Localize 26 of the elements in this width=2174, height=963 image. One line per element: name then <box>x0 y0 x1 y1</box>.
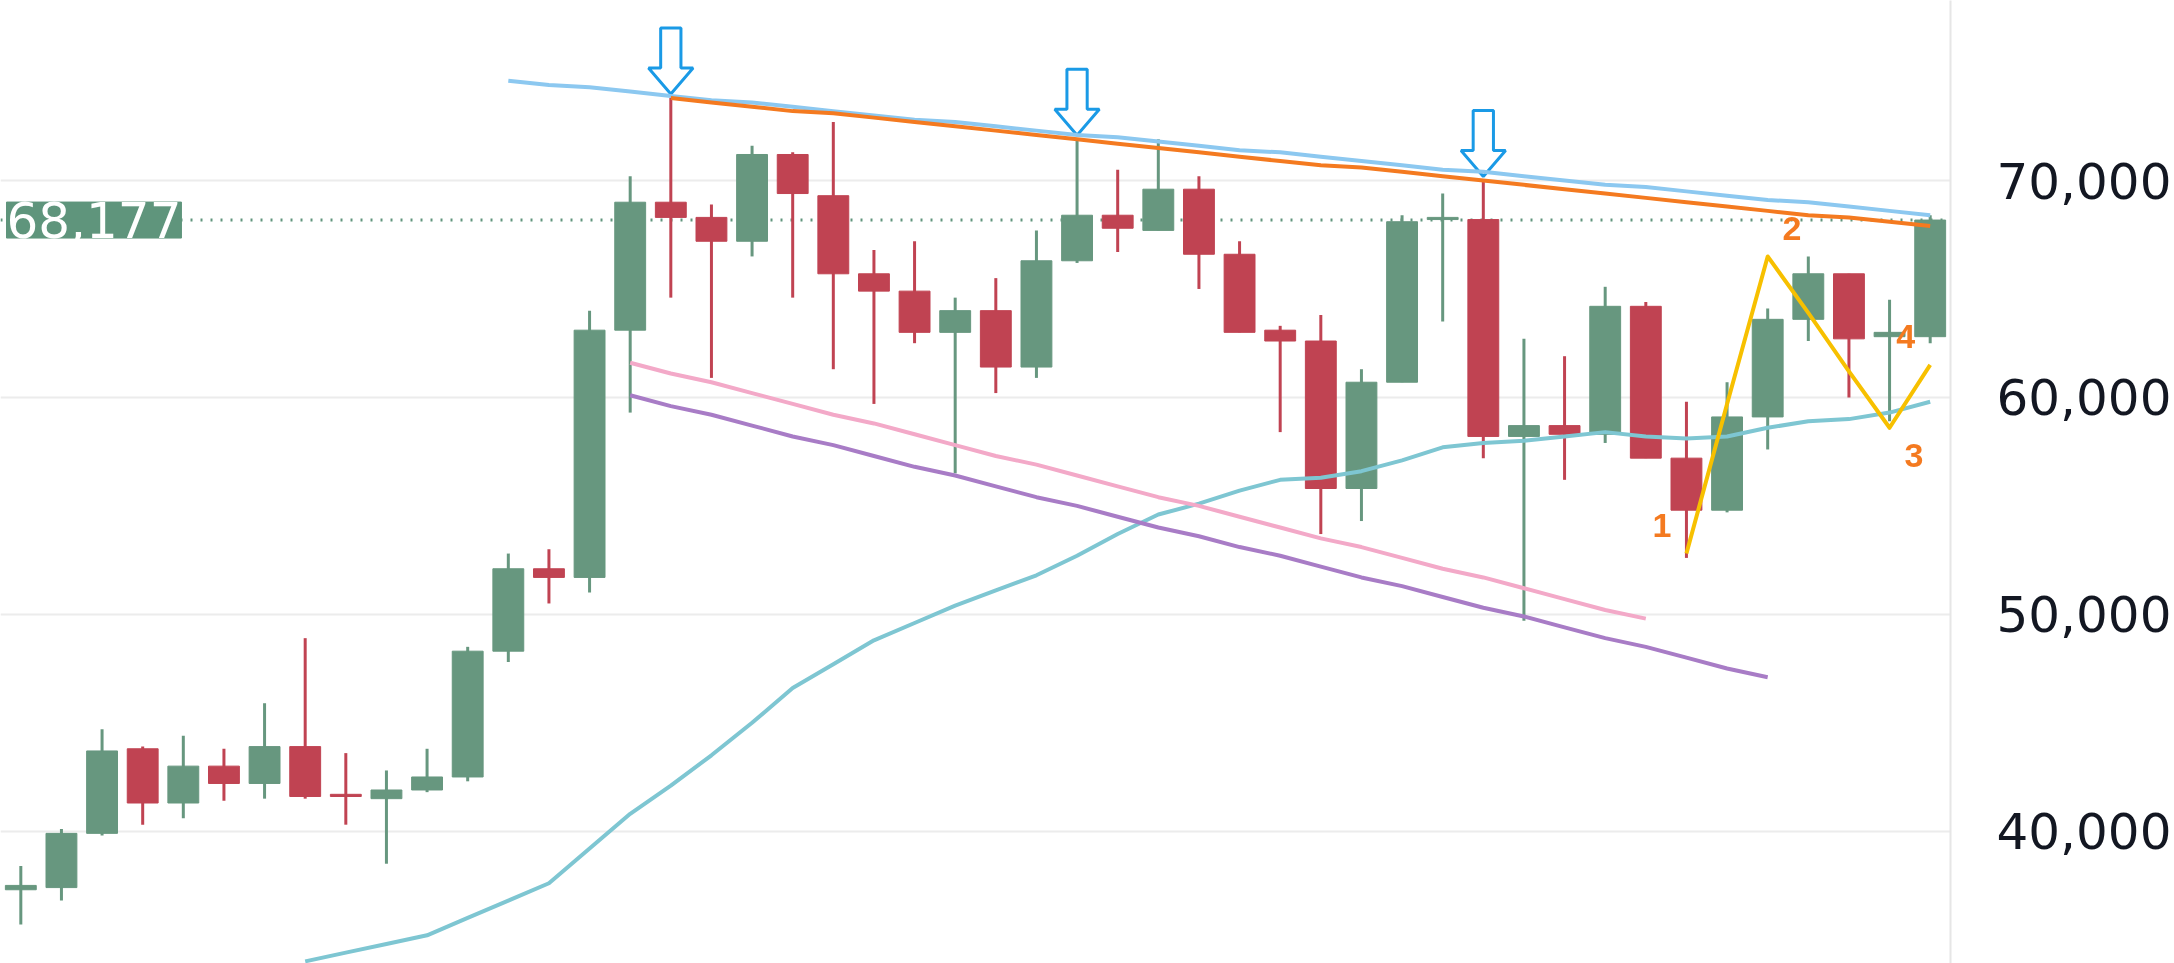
line-series <box>628 393 1770 680</box>
line-series <box>506 78 1933 218</box>
candlestick <box>4 865 37 925</box>
annotation: 2 <box>1782 208 1802 247</box>
y-tick-label: 60,000 <box>1996 369 2172 428</box>
candlestick <box>654 98 687 298</box>
candlestick <box>858 249 890 404</box>
y-tick-label: 50,000 <box>1996 586 2172 645</box>
candlestick <box>1264 324 1297 434</box>
candlestick <box>695 204 728 378</box>
y-tick-label: 40,000 <box>1996 803 2172 862</box>
candlestick <box>939 297 972 474</box>
annotation: 3 <box>1904 436 1924 475</box>
line-series <box>1684 254 1933 556</box>
candlestick <box>1101 169 1134 253</box>
line-series <box>628 360 1648 621</box>
candlestick <box>1548 356 1581 480</box>
line-series <box>303 399 1933 963</box>
candlestick <box>1508 337 1540 621</box>
annotation: 1 <box>1652 506 1672 545</box>
y-tick-label: 70,000 <box>1996 152 2172 211</box>
ref-line-label: 68,177 <box>6 192 182 251</box>
candlestick <box>370 770 403 864</box>
candlestick <box>329 753 362 825</box>
annotation: 4 <box>1896 317 1916 356</box>
candlestick <box>533 549 565 604</box>
